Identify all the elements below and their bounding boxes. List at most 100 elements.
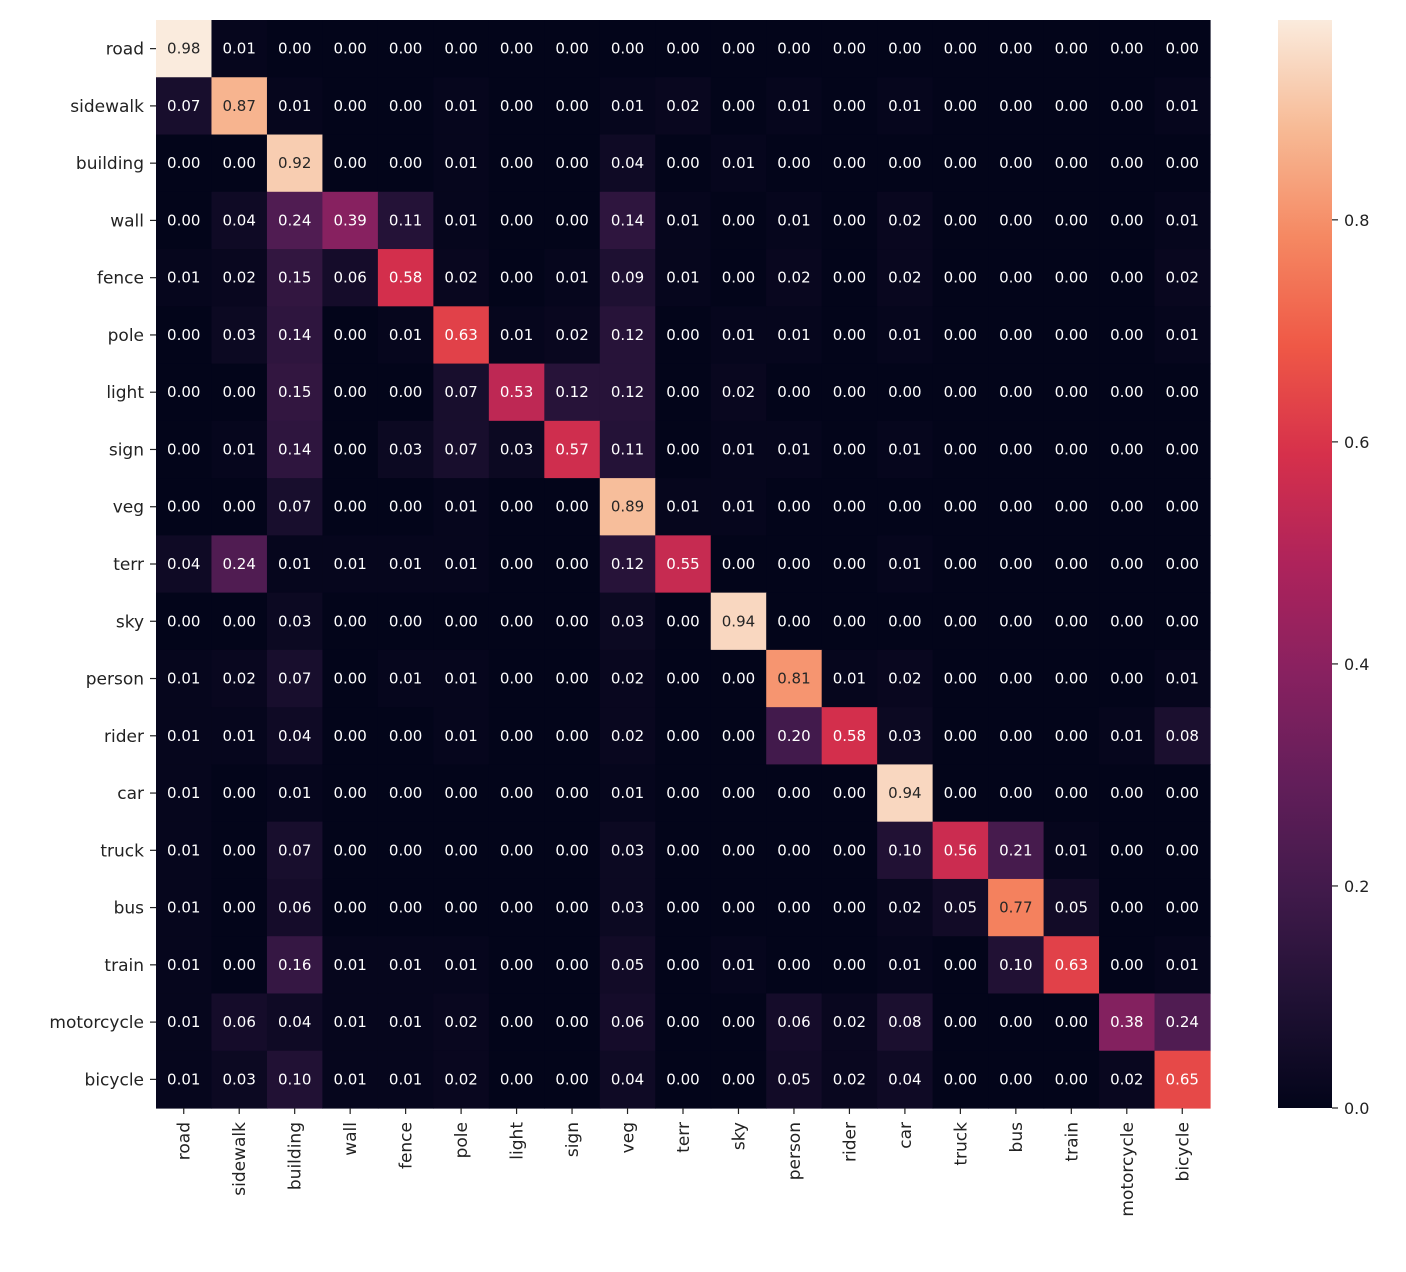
heatmap-cell bbox=[655, 535, 712, 594]
cell-value-label: 0.00 bbox=[500, 612, 533, 630]
heatmap-cell bbox=[932, 993, 989, 1052]
heatmap-cell bbox=[211, 306, 268, 365]
cell-value-label: 0.00 bbox=[777, 555, 810, 573]
heatmap-cell bbox=[599, 306, 656, 365]
heatmap-cell bbox=[156, 1050, 213, 1109]
heatmap-cell bbox=[1043, 20, 1100, 78]
heatmap-cell bbox=[211, 936, 268, 995]
cell-value-label: 0.11 bbox=[611, 440, 644, 458]
heatmap-cell bbox=[932, 936, 989, 995]
heatmap-cell bbox=[766, 764, 823, 823]
heatmap-cell bbox=[599, 707, 656, 766]
heatmap-cell bbox=[1154, 821, 1211, 880]
heatmap-cell bbox=[655, 191, 712, 250]
cell-value-label: 0.00 bbox=[167, 498, 200, 516]
x-tick-label: pole bbox=[452, 1122, 472, 1158]
cell-value-label: 0.00 bbox=[666, 784, 699, 802]
cell-value-label: 0.00 bbox=[1110, 956, 1143, 974]
heatmap-cell bbox=[377, 649, 434, 708]
cell-value-label: 0.03 bbox=[389, 440, 422, 458]
heatmap-cell bbox=[932, 592, 989, 651]
heatmap-cell bbox=[877, 936, 934, 995]
heatmap-cell bbox=[710, 1050, 767, 1109]
heatmap-cell bbox=[322, 191, 379, 250]
cell-value-label: 0.00 bbox=[999, 784, 1032, 802]
heatmap-cell bbox=[322, 592, 379, 651]
heatmap-cell bbox=[1043, 249, 1100, 307]
cell-value-label: 0.00 bbox=[944, 269, 977, 287]
heatmap-cell bbox=[1043, 478, 1100, 536]
heatmap-cell bbox=[821, 249, 878, 307]
cell-value-label: 0.00 bbox=[1110, 211, 1143, 229]
cell-value-label: 0.01 bbox=[444, 211, 477, 229]
heatmap-cell bbox=[322, 306, 379, 365]
heatmap-cell bbox=[156, 821, 213, 880]
heatmap-cell bbox=[488, 478, 545, 536]
cell-value-label: 0.00 bbox=[666, 1013, 699, 1031]
cell-value-label: 0.00 bbox=[555, 555, 588, 573]
cell-value-label: 0.89 bbox=[611, 498, 644, 516]
heatmap-cell bbox=[710, 821, 767, 880]
cell-value-label: 0.00 bbox=[1166, 498, 1199, 516]
heatmap-cell bbox=[710, 363, 767, 422]
cell-value-label: 0.00 bbox=[999, 498, 1032, 516]
heatmap-cell bbox=[433, 936, 490, 995]
heatmap-cell bbox=[322, 249, 379, 307]
heatmap-cell bbox=[932, 707, 989, 766]
heatmap-cell bbox=[821, 707, 878, 766]
cell-value-label: 0.01 bbox=[444, 498, 477, 516]
heatmap-cell bbox=[544, 1050, 601, 1109]
cell-value-label: 0.00 bbox=[223, 154, 256, 172]
cell-value-label: 0.00 bbox=[611, 40, 644, 58]
heatmap-cell bbox=[877, 420, 934, 479]
colorbar-tick-label: 0.4 bbox=[1344, 655, 1369, 674]
cell-value-label: 0.00 bbox=[1166, 841, 1199, 859]
cell-value-label: 0.00 bbox=[555, 899, 588, 917]
cell-value-label: 0.14 bbox=[278, 440, 311, 458]
cell-value-label: 0.00 bbox=[666, 440, 699, 458]
cell-value-label: 0.05 bbox=[777, 1070, 810, 1088]
heatmap-cell bbox=[1099, 707, 1156, 766]
heatmap-cell bbox=[1043, 878, 1100, 937]
heatmap-cell bbox=[877, 821, 934, 880]
cell-value-label: 0.02 bbox=[611, 670, 644, 688]
heatmap-cell bbox=[322, 478, 379, 536]
cell-value-label: 0.00 bbox=[999, 154, 1032, 172]
cell-value-label: 0.01 bbox=[444, 670, 477, 688]
cell-value-label: 0.01 bbox=[223, 727, 256, 745]
cell-value-label: 0.03 bbox=[611, 899, 644, 917]
cell-value-label: 0.01 bbox=[833, 670, 866, 688]
heatmap-cell bbox=[766, 1050, 823, 1109]
heatmap-cell bbox=[266, 535, 324, 594]
cell-value-label: 0.00 bbox=[944, 440, 977, 458]
heatmap-cell bbox=[266, 420, 324, 479]
cell-value-label: 0.00 bbox=[1110, 269, 1143, 287]
cell-value-label: 0.00 bbox=[500, 956, 533, 974]
cell-value-label: 0.01 bbox=[888, 956, 921, 974]
cell-value-label: 0.00 bbox=[999, 383, 1032, 401]
heatmap-cell bbox=[488, 936, 545, 995]
cell-value-label: 0.00 bbox=[777, 899, 810, 917]
cell-value-label: 0.00 bbox=[666, 1070, 699, 1088]
cell-value-label: 0.06 bbox=[611, 1013, 644, 1031]
cell-value-label: 0.00 bbox=[888, 383, 921, 401]
cell-value-label: 0.00 bbox=[999, 269, 1032, 287]
heatmap-cell bbox=[877, 20, 934, 78]
heatmap-cell bbox=[1043, 363, 1100, 422]
heatmap-cell bbox=[1154, 649, 1211, 708]
heatmap-cell bbox=[433, 478, 490, 536]
heatmap-cell bbox=[599, 936, 656, 995]
heatmap-cell bbox=[211, 1050, 268, 1109]
cell-value-label: 0.39 bbox=[333, 211, 366, 229]
heatmap-cell bbox=[266, 249, 324, 307]
cell-value-label: 0.01 bbox=[722, 956, 755, 974]
cell-value-label: 0.00 bbox=[666, 383, 699, 401]
cell-value-label: 0.00 bbox=[833, 555, 866, 573]
cell-value-label: 0.03 bbox=[500, 440, 533, 458]
cell-value-label: 0.03 bbox=[888, 727, 921, 745]
x-tick-label: veg bbox=[619, 1122, 639, 1153]
cell-value-label: 0.02 bbox=[833, 1070, 866, 1088]
cell-value-label: 0.08 bbox=[1166, 727, 1199, 745]
heatmap-cell bbox=[766, 478, 823, 536]
cell-value-label: 0.01 bbox=[777, 326, 810, 344]
